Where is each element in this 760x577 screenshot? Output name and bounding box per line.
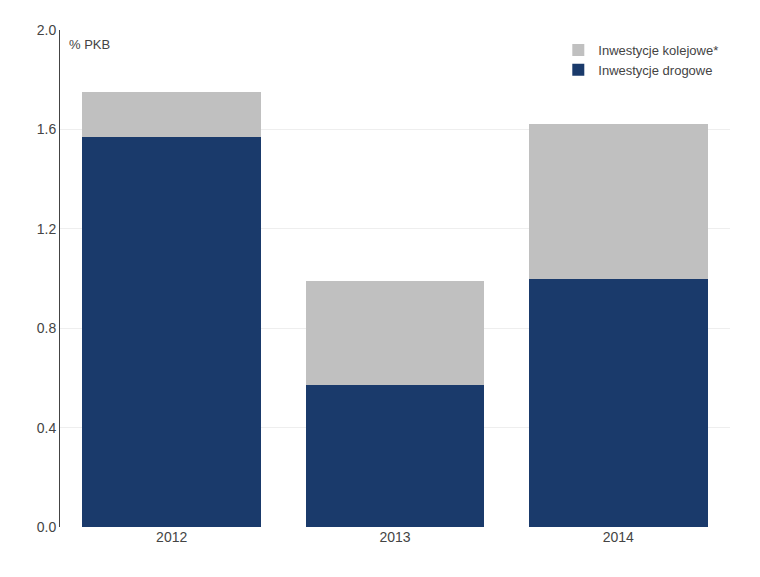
svg-text:2012: 2012: [156, 529, 187, 545]
svg-text:1.2: 1.2: [37, 221, 57, 237]
svg-text:1.6: 1.6: [37, 121, 57, 137]
svg-text:Inwestycje drogowe: Inwestycje drogowe: [598, 63, 712, 78]
svg-text:Inwestycje kolejowe*: Inwestycje kolejowe*: [598, 43, 718, 58]
svg-text:2013: 2013: [379, 529, 410, 545]
svg-text:0.8: 0.8: [37, 320, 57, 336]
svg-text:2.0: 2.0: [37, 22, 57, 38]
svg-text:0.4: 0.4: [37, 420, 57, 436]
svg-text:2014: 2014: [603, 529, 634, 545]
svg-text:% PKB: % PKB: [69, 37, 110, 52]
svg-text:0.0: 0.0: [37, 519, 57, 535]
